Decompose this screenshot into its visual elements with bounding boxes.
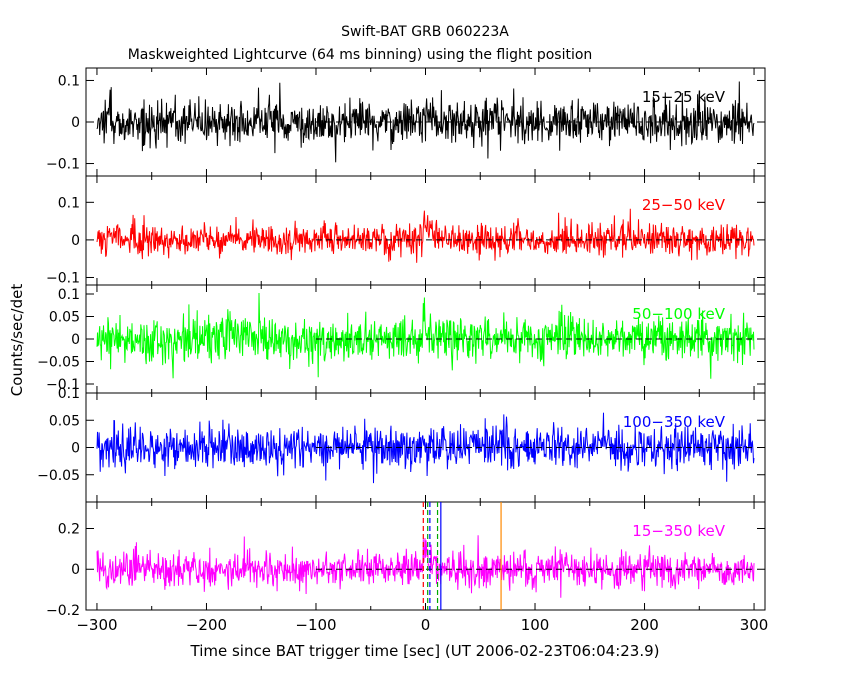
x-tick-label: 100	[521, 616, 550, 634]
panel-3: 0.1 0.05 0 −0.05 −0.1 50−100 keV	[37, 284, 766, 394]
y-tick-label: 0.05	[49, 310, 80, 326]
y-tick-label: 0	[71, 441, 80, 457]
y-tick-label: 0	[71, 562, 80, 578]
y-tick-label: 0.1	[58, 386, 80, 402]
y-tick-label: 0	[71, 233, 80, 249]
y-tick-label: −0.05	[37, 468, 80, 484]
chart-title: Swift-BAT GRB 060223A	[341, 24, 509, 40]
x-tick-label: 0	[421, 616, 431, 634]
series-line	[96, 292, 755, 379]
series-line	[96, 412, 755, 484]
band-label: 25−50 keV	[642, 196, 726, 214]
x-axis-label: Time since BAT trigger time [sec] (UT 20…	[190, 642, 660, 660]
y-tick-label: 0.2	[58, 521, 80, 537]
y-tick-label: −0.05	[37, 355, 80, 371]
panel-2: 0.1 0 −0.1 25−50 keV	[46, 175, 766, 286]
band-label: 15−350 keV	[632, 522, 725, 540]
x-tick-label: 200	[630, 616, 659, 634]
y-tick-label: −0.1	[46, 377, 80, 393]
series-line	[96, 535, 755, 598]
series-line	[96, 81, 755, 163]
panel-4: 0.1 0.05 0 −0.05 100−350 keV	[37, 386, 766, 503]
y-axis-label: Counts/sec/det	[8, 284, 26, 397]
series-line	[96, 208, 755, 263]
y-tick-label: −0.1	[46, 270, 80, 286]
band-label: 15−25 keV	[642, 88, 726, 106]
x-tick-label: −300	[76, 616, 117, 634]
band-label: 50−100 keV	[632, 305, 725, 323]
panel-1: 0.1 0 −0.1 15−25 keV	[46, 67, 766, 177]
y-tick-label: 0.1	[58, 287, 80, 303]
x-tick-label: 300	[740, 616, 769, 634]
chart-subtitle: Maskweighted Lightcurve (64 ms binning) …	[128, 47, 593, 63]
y-tick-label: 0.1	[58, 195, 80, 211]
plot-area: 0.1 0 −0.1 15−25 keV 0.1 0 −0.1 25−50 keV 0.1 0.0…	[37, 67, 769, 634]
y-tick-label: 0	[71, 332, 80, 348]
y-tick-label: −0.1	[46, 157, 80, 173]
band-label: 100−350 keV	[623, 413, 726, 431]
y-tick-label: 0.1	[58, 73, 80, 89]
panel-5: 0.2 0 −0.2 15−350 keV	[46, 501, 766, 619]
x-tick-label: −100	[295, 616, 336, 634]
y-tick-label: −0.2	[46, 603, 80, 619]
y-tick-label: 0.05	[49, 413, 80, 429]
x-tick-label: −200	[186, 616, 227, 634]
y-tick-label: 0	[71, 115, 80, 131]
